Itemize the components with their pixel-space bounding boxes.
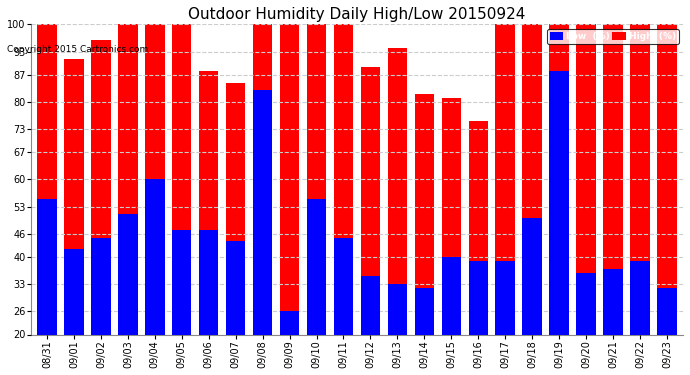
Bar bbox=[361, 67, 380, 335]
Bar bbox=[630, 261, 650, 334]
Text: Copyright 2015 Cartronics.com: Copyright 2015 Cartronics.com bbox=[7, 45, 148, 54]
Bar bbox=[549, 24, 569, 334]
Bar bbox=[334, 24, 353, 334]
Bar bbox=[280, 24, 299, 334]
Bar bbox=[280, 311, 299, 334]
Bar bbox=[361, 276, 380, 334]
Bar bbox=[388, 284, 407, 334]
Bar bbox=[172, 230, 192, 334]
Bar bbox=[226, 82, 246, 334]
Legend: Low  (%), High  (%): Low (%), High (%) bbox=[547, 29, 678, 44]
Bar bbox=[495, 24, 515, 334]
Bar bbox=[549, 71, 569, 334]
Bar bbox=[469, 261, 488, 334]
Bar bbox=[91, 40, 110, 334]
Bar bbox=[118, 214, 137, 334]
Bar bbox=[657, 288, 677, 334]
Bar bbox=[172, 24, 192, 334]
Bar bbox=[199, 230, 219, 334]
Bar bbox=[630, 24, 650, 334]
Bar bbox=[253, 90, 273, 334]
Bar bbox=[253, 24, 273, 334]
Bar bbox=[145, 24, 164, 334]
Bar bbox=[64, 59, 83, 334]
Bar bbox=[442, 257, 461, 334]
Bar bbox=[576, 273, 595, 334]
Bar bbox=[145, 180, 164, 334]
Title: Outdoor Humidity Daily High/Low 20150924: Outdoor Humidity Daily High/Low 20150924 bbox=[188, 7, 526, 22]
Bar bbox=[199, 71, 219, 334]
Bar bbox=[576, 24, 595, 334]
Bar bbox=[64, 249, 83, 334]
Bar bbox=[37, 24, 57, 334]
Bar bbox=[522, 218, 542, 334]
Bar bbox=[603, 24, 622, 334]
Bar bbox=[388, 48, 407, 334]
Bar bbox=[522, 24, 542, 334]
Bar bbox=[118, 24, 137, 334]
Bar bbox=[91, 238, 110, 334]
Bar bbox=[334, 238, 353, 334]
Bar bbox=[442, 98, 461, 334]
Bar bbox=[37, 199, 57, 334]
Bar bbox=[469, 122, 488, 334]
Bar bbox=[307, 199, 326, 334]
Bar bbox=[415, 288, 434, 334]
Bar bbox=[603, 268, 622, 334]
Bar bbox=[307, 24, 326, 334]
Bar bbox=[495, 261, 515, 334]
Bar bbox=[226, 242, 246, 334]
Bar bbox=[657, 24, 677, 334]
Bar bbox=[415, 94, 434, 334]
